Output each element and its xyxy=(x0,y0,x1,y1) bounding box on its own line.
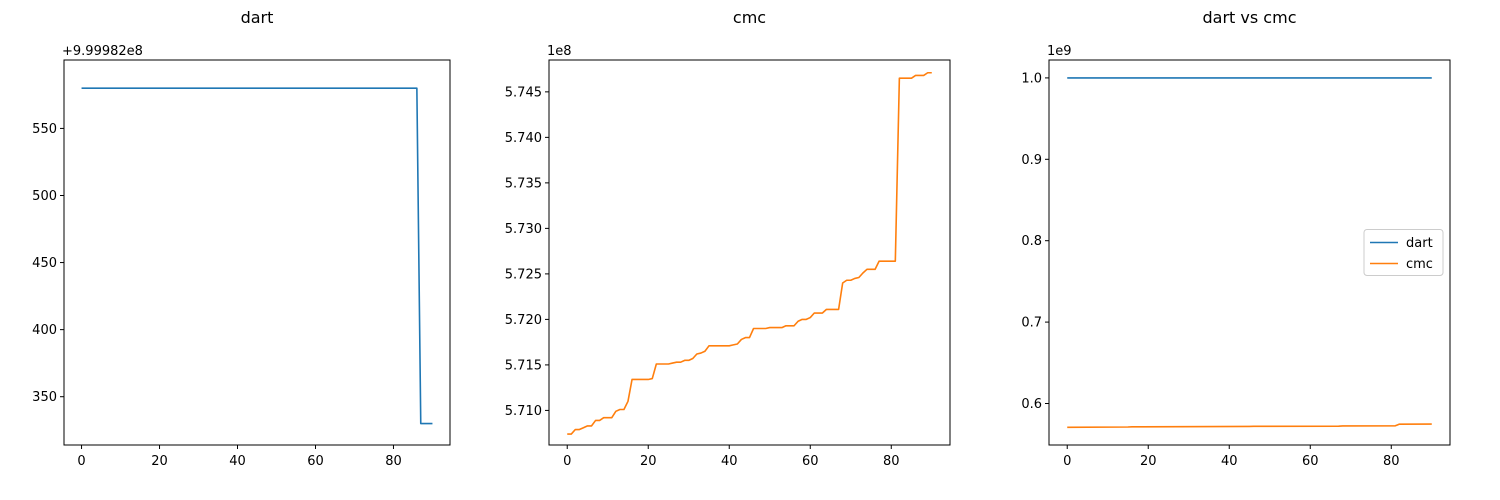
y-tick-label: 0.8 xyxy=(1021,234,1042,249)
axis-offset-label: 1e8 xyxy=(547,44,572,59)
series-line-cmc xyxy=(1067,423,1432,429)
legend-label-cmc: cmc xyxy=(1406,257,1433,272)
x-tick-label: 80 xyxy=(385,454,402,469)
x-tick-label: 80 xyxy=(883,454,900,469)
x-tick-label: 20 xyxy=(1140,454,1157,469)
chart-title: dart xyxy=(241,8,274,27)
x-tick-label: 40 xyxy=(229,454,246,469)
x-tick-label: 80 xyxy=(1383,454,1400,469)
y-tick-label: 5.725 xyxy=(505,267,542,282)
x-tick-label: 40 xyxy=(1221,454,1238,469)
subplot-2: cmc 1e8 0 20 40 60 80 5.710 5.715 5.720 5.725 5.730… xyxy=(505,8,951,469)
y-tick-label: 0.6 xyxy=(1021,397,1042,412)
x-tick-label: 0 xyxy=(563,454,571,469)
y-tick-label: 5.740 xyxy=(505,131,542,146)
chart-title: cmc xyxy=(733,8,766,27)
axes-frame xyxy=(548,59,951,446)
x-tick-label: 40 xyxy=(721,454,738,469)
x-tick-label: 60 xyxy=(1302,454,1319,469)
y-tick-label: 500 xyxy=(32,189,57,204)
subplot-3: dart vs cmc 1e9 0 20 40 60 80 0.6 0.7 0.8 0.9 1.0 da… xyxy=(1021,8,1451,469)
y-tick-label: 400 xyxy=(32,323,57,338)
y-tick-label: 0.7 xyxy=(1021,316,1042,331)
axis-offset-label: 1e9 xyxy=(1047,44,1072,59)
chart-title: dart vs cmc xyxy=(1203,8,1297,27)
x-tick-label: 0 xyxy=(77,454,85,469)
axes-frame xyxy=(1048,59,1451,446)
y-tick-label: 1.0 xyxy=(1021,71,1042,86)
y-tick-label: 450 xyxy=(32,256,57,271)
x-tick-label: 60 xyxy=(802,454,819,469)
x-tick-label: 0 xyxy=(1063,454,1071,469)
legend-label-dart: dart xyxy=(1406,236,1433,251)
series-line-cmc xyxy=(567,71,932,435)
series-line-dart xyxy=(81,87,433,425)
axis-offset-label: +9.99982e8 xyxy=(62,44,143,59)
subplot-1: dart +9.99982e8 0 20 40 60 80 350 400 450 500 550 xyxy=(32,8,451,469)
y-tick-label: 5.720 xyxy=(505,313,542,328)
x-tick-label: 20 xyxy=(151,454,168,469)
y-tick-label: 5.710 xyxy=(505,404,542,419)
legend: dart cmc xyxy=(1363,229,1444,276)
y-tick-label: 5.730 xyxy=(505,222,542,237)
axes-frame xyxy=(63,59,451,446)
y-tick-label: 350 xyxy=(32,390,57,405)
y-tick-label: 5.735 xyxy=(505,176,542,191)
y-tick-label: 5.745 xyxy=(505,85,542,100)
y-tick-label: 5.715 xyxy=(505,358,542,373)
y-tick-label: 0.9 xyxy=(1021,153,1042,168)
y-tick-label: 550 xyxy=(32,122,57,137)
x-tick-label: 60 xyxy=(307,454,324,469)
x-tick-label: 20 xyxy=(640,454,657,469)
